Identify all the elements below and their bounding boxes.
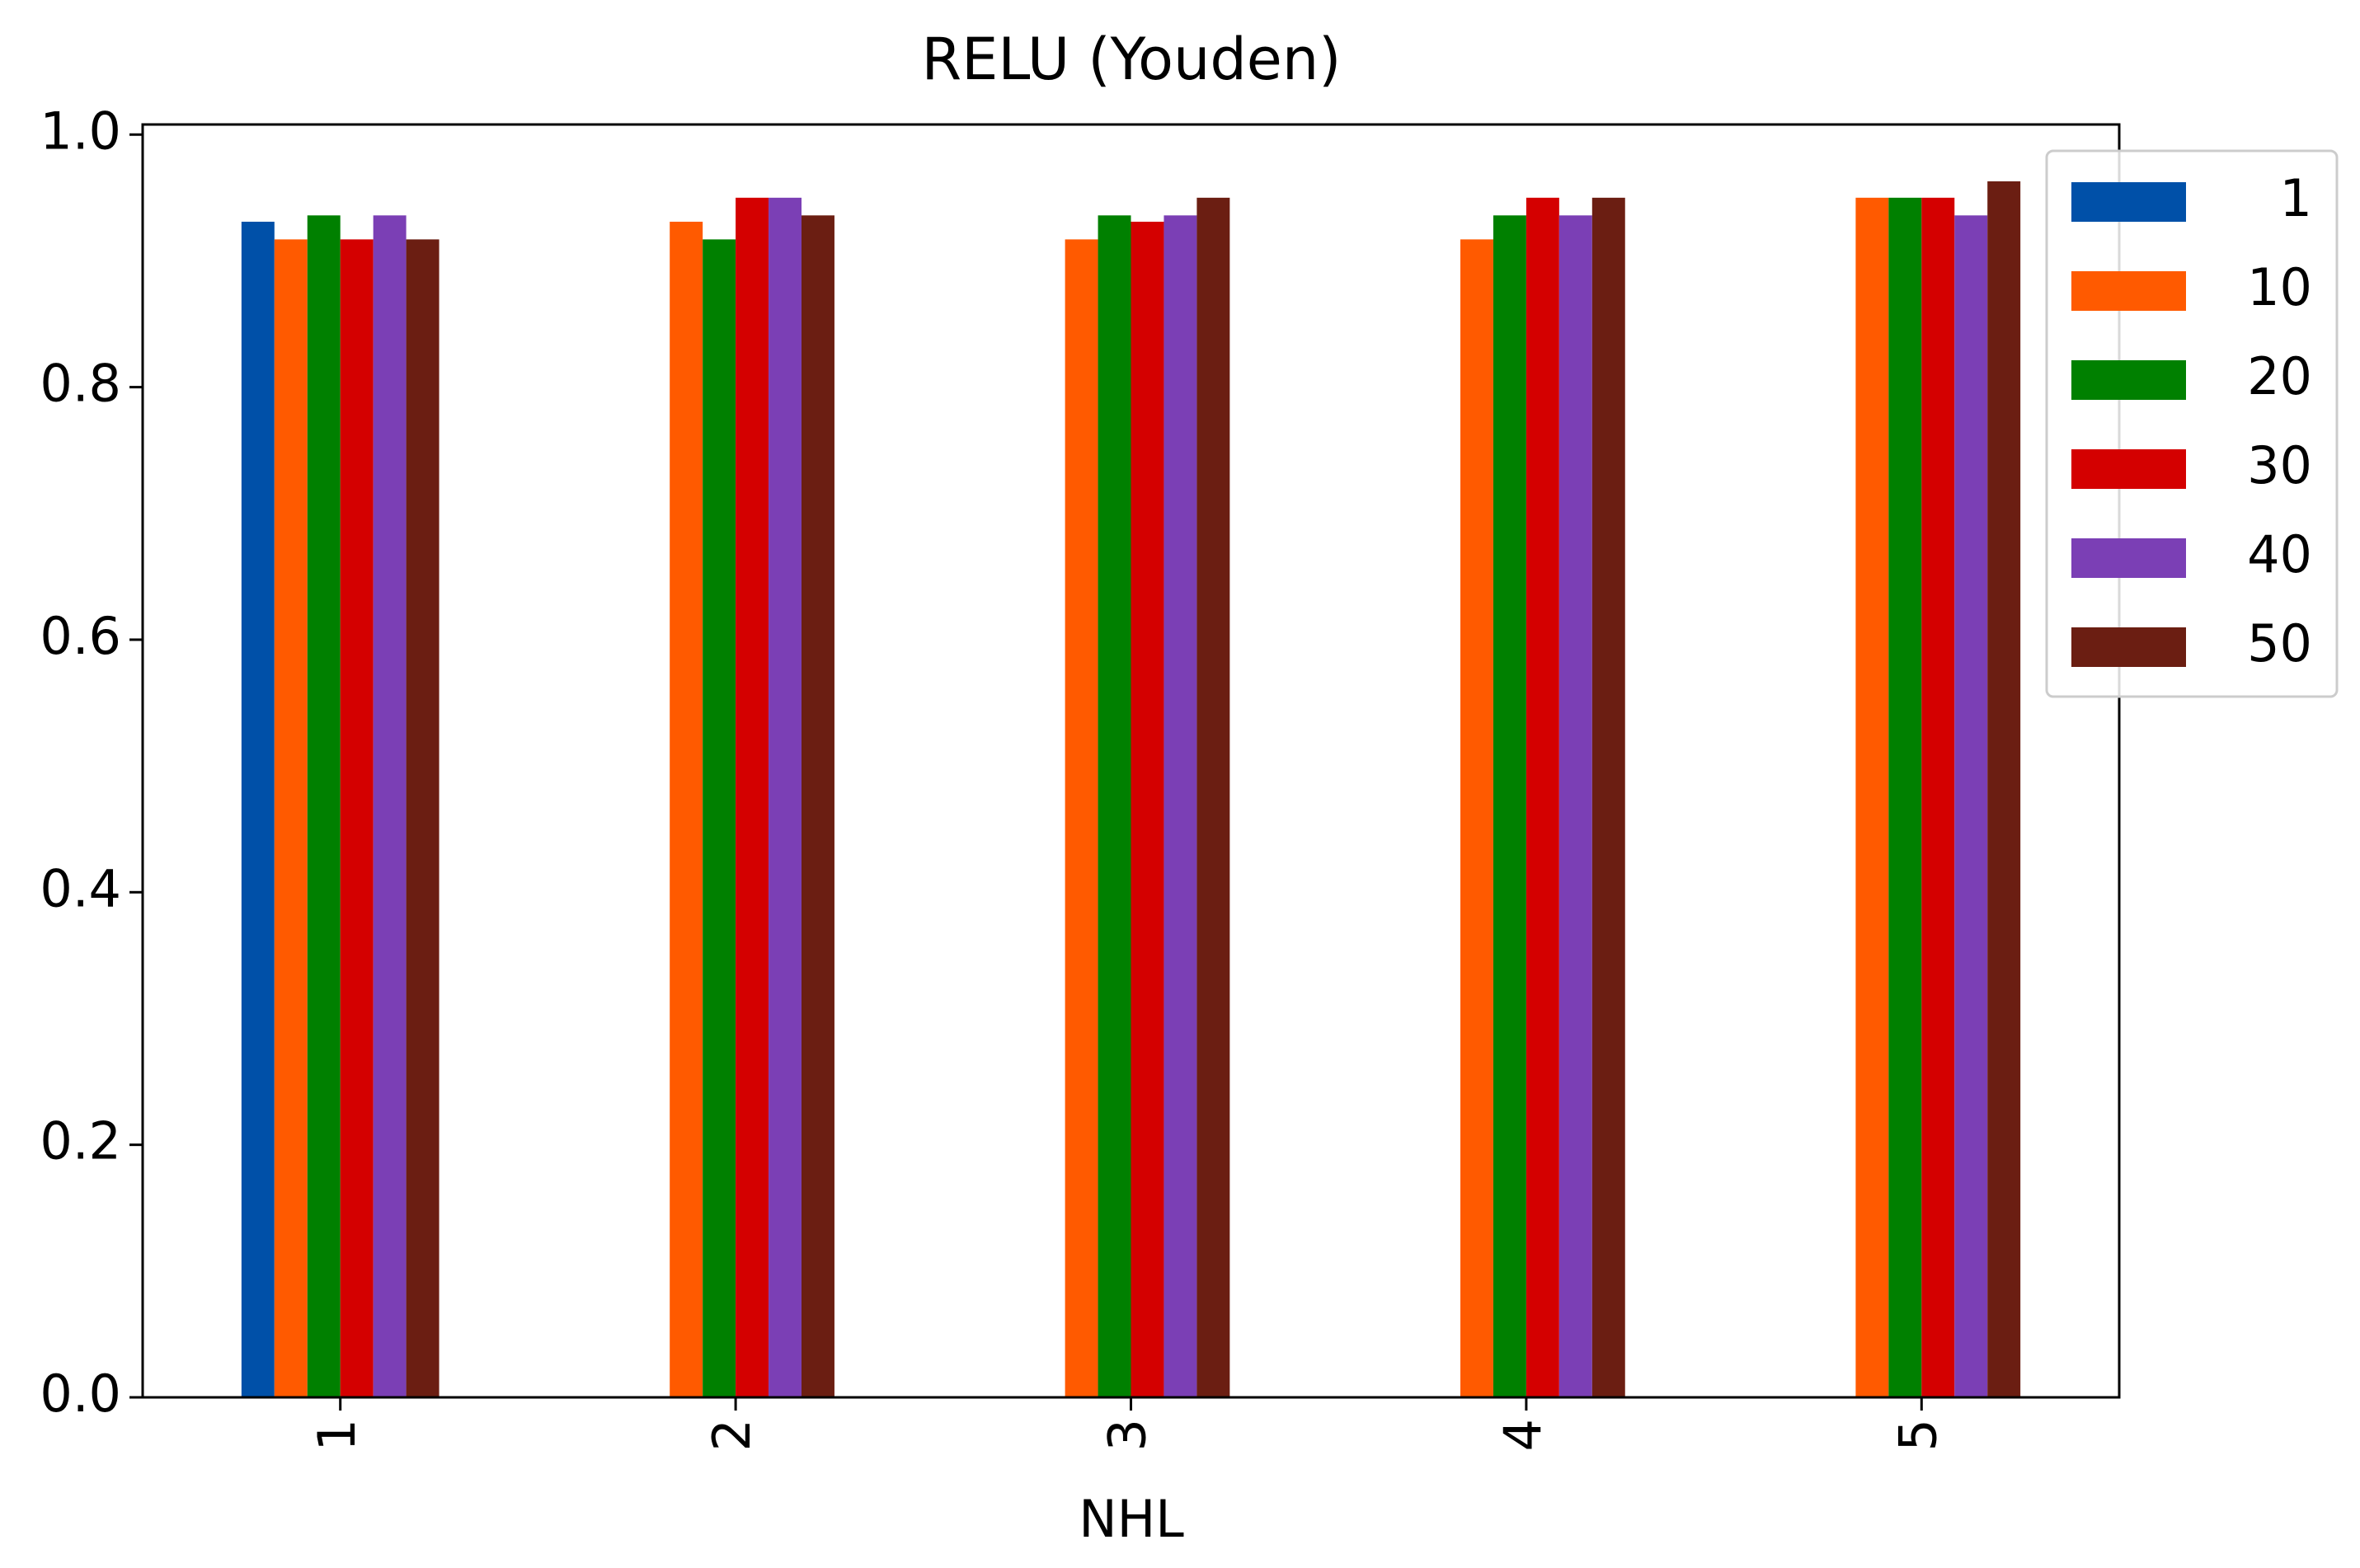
bar <box>1855 197 1889 1397</box>
y-tick-label: 0.8 <box>40 354 121 414</box>
bar <box>1954 215 1988 1398</box>
y-tick-label: 1.0 <box>40 101 121 161</box>
bar <box>769 197 802 1397</box>
legend-swatch <box>2071 538 2186 578</box>
bar <box>1460 239 1493 1397</box>
bar <box>736 197 769 1397</box>
legend-swatch <box>2071 627 2186 667</box>
legend-swatch <box>2071 360 2186 400</box>
legend-label: 40 <box>2247 524 2312 584</box>
bar <box>340 239 374 1397</box>
legend-label: 20 <box>2247 346 2312 406</box>
bar <box>1065 239 1098 1397</box>
y-tick-label: 0.2 <box>40 1111 121 1171</box>
bar <box>670 221 703 1397</box>
y-tick-label: 0.4 <box>40 858 121 918</box>
bar <box>1558 215 1592 1398</box>
bar <box>1196 197 1230 1397</box>
bar <box>1888 197 1922 1397</box>
plot-frame <box>141 123 2121 1399</box>
bar <box>1493 215 1526 1398</box>
bar <box>373 215 407 1398</box>
bar <box>1987 181 2021 1397</box>
x-tick-label: 3 <box>1098 1419 1158 1451</box>
bar <box>406 239 440 1397</box>
legend-swatch <box>2071 182 2186 222</box>
y-tick-label: 0.6 <box>40 606 121 666</box>
legend-label: 1 <box>2280 168 2312 228</box>
bar <box>1921 197 1955 1397</box>
x-axis-label: NHL <box>1079 1489 1184 1549</box>
bar <box>802 215 834 1398</box>
bar <box>307 215 341 1398</box>
legend-swatch <box>2071 271 2186 311</box>
bar <box>1526 197 1559 1397</box>
x-tick-label: 2 <box>702 1419 762 1451</box>
bar <box>274 239 308 1397</box>
bar <box>241 221 275 1397</box>
x-tick-label: 5 <box>1888 1419 1948 1451</box>
x-tick-label: 1 <box>307 1419 367 1451</box>
x-tick-label: 4 <box>1493 1419 1553 1451</box>
legend-label: 10 <box>2247 257 2312 317</box>
bar <box>1098 215 1131 1398</box>
bar <box>1164 215 1197 1398</box>
legend-label: 30 <box>2247 435 2312 495</box>
bar <box>1591 197 1625 1397</box>
legend-swatch <box>2071 449 2186 489</box>
bar <box>703 239 736 1397</box>
y-tick-label: 0.0 <box>40 1364 121 1424</box>
bar <box>1131 221 1164 1397</box>
legend-label: 50 <box>2247 613 2312 674</box>
chart-title: RELU (Youden) <box>921 26 1341 93</box>
